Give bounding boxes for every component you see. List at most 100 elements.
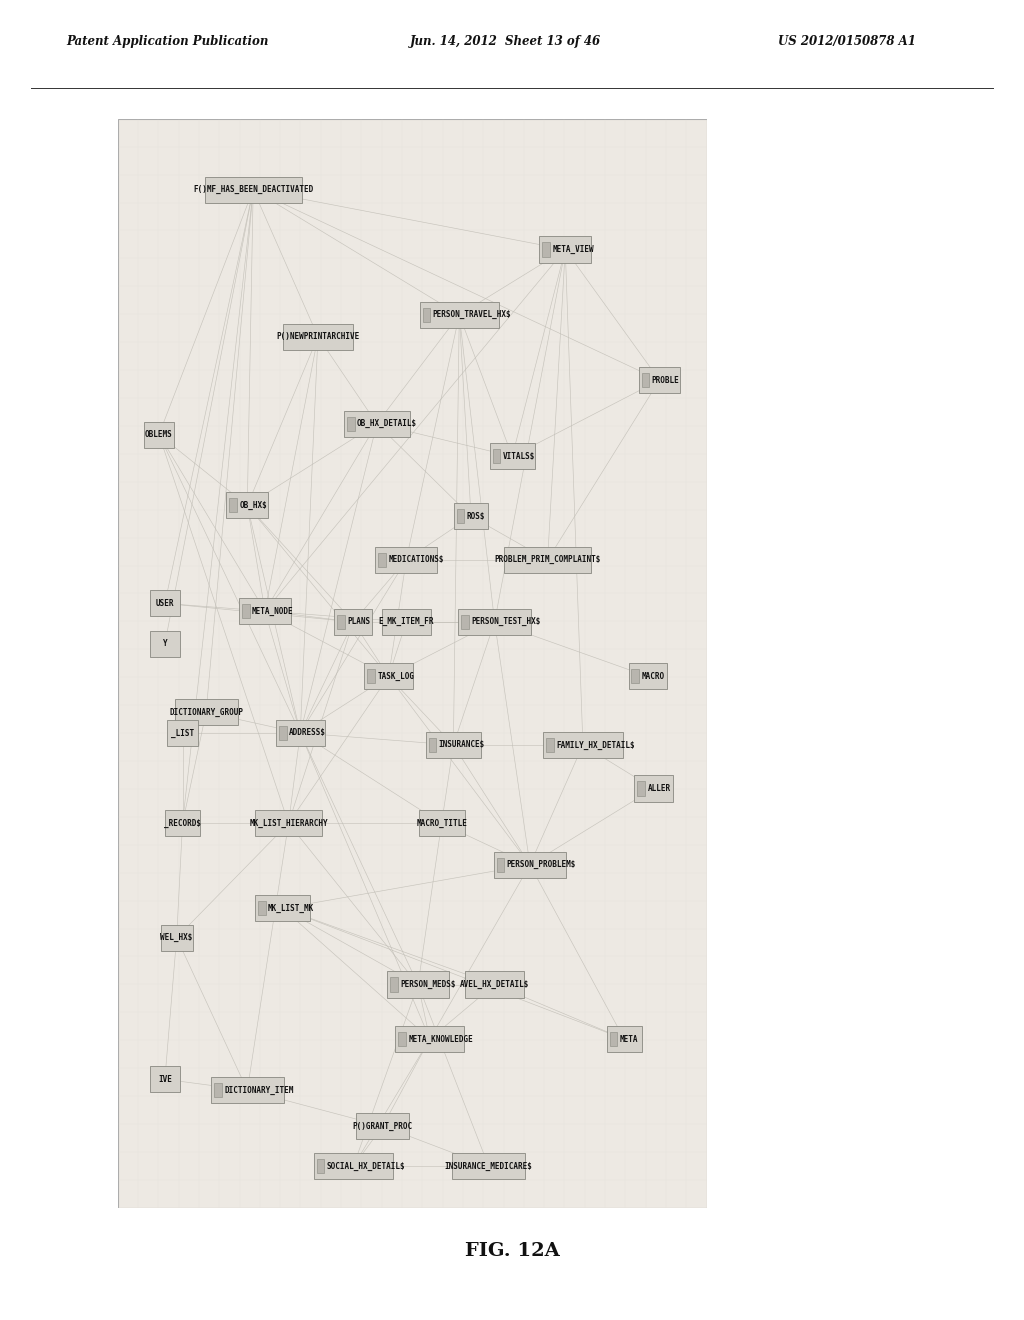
Text: DICTIONARY_ITEM: DICTIONARY_ITEM: [224, 1085, 294, 1094]
FancyBboxPatch shape: [283, 323, 353, 350]
Text: OBLEMS: OBLEMS: [145, 430, 173, 440]
FancyBboxPatch shape: [118, 119, 707, 1208]
Text: WEL_HX$: WEL_HX$: [161, 933, 193, 942]
FancyBboxPatch shape: [489, 444, 535, 470]
FancyBboxPatch shape: [419, 810, 465, 837]
FancyBboxPatch shape: [313, 1154, 393, 1180]
Text: IVE: IVE: [158, 1074, 172, 1084]
FancyBboxPatch shape: [609, 1032, 617, 1045]
FancyBboxPatch shape: [279, 726, 287, 741]
FancyBboxPatch shape: [632, 669, 639, 684]
FancyBboxPatch shape: [642, 374, 649, 387]
FancyBboxPatch shape: [368, 669, 375, 684]
FancyBboxPatch shape: [205, 177, 302, 203]
Text: _RECORD$: _RECORD$: [164, 818, 201, 828]
FancyBboxPatch shape: [167, 719, 198, 746]
Text: SOCIAL_HX_DETAIL$: SOCIAL_HX_DETAIL$: [327, 1162, 406, 1171]
FancyBboxPatch shape: [387, 972, 450, 998]
FancyBboxPatch shape: [398, 1032, 406, 1045]
Text: DICTIONARY_GROUP: DICTIONARY_GROUP: [169, 708, 243, 717]
Text: META_KNOWLEDGE: META_KNOWLEDGE: [409, 1035, 473, 1044]
FancyBboxPatch shape: [334, 609, 373, 635]
FancyBboxPatch shape: [606, 1026, 642, 1052]
FancyBboxPatch shape: [629, 664, 667, 689]
FancyBboxPatch shape: [316, 1159, 325, 1173]
FancyBboxPatch shape: [165, 810, 201, 837]
Text: PERSON_PROBLEM$: PERSON_PROBLEM$: [507, 861, 577, 870]
FancyBboxPatch shape: [637, 781, 645, 796]
FancyBboxPatch shape: [390, 978, 397, 991]
Text: META: META: [620, 1035, 638, 1044]
FancyBboxPatch shape: [639, 367, 680, 393]
FancyBboxPatch shape: [544, 731, 623, 758]
Text: P()GRANT_PROC: P()GRANT_PROC: [352, 1122, 413, 1131]
Text: Jun. 14, 2012  Sheet 13 of 46: Jun. 14, 2012 Sheet 13 of 46: [410, 36, 601, 49]
Text: ROS$: ROS$: [467, 512, 485, 521]
FancyBboxPatch shape: [255, 810, 322, 837]
FancyBboxPatch shape: [337, 615, 345, 630]
FancyBboxPatch shape: [378, 553, 386, 566]
Text: PLANS: PLANS: [347, 618, 371, 627]
Text: USER: USER: [156, 599, 174, 609]
FancyBboxPatch shape: [493, 449, 501, 463]
FancyBboxPatch shape: [457, 510, 464, 523]
Text: INSURANCE$: INSURANCE$: [438, 741, 485, 750]
FancyBboxPatch shape: [150, 1067, 180, 1093]
FancyBboxPatch shape: [239, 598, 291, 624]
Text: Y: Y: [163, 639, 167, 648]
Text: MACRO_TITLE: MACRO_TITLE: [416, 818, 467, 828]
FancyBboxPatch shape: [635, 775, 673, 801]
Text: _LIST: _LIST: [171, 729, 195, 738]
FancyBboxPatch shape: [150, 631, 180, 657]
FancyBboxPatch shape: [454, 503, 488, 529]
Text: TASK_LOG: TASK_LOG: [377, 672, 415, 681]
Text: ALLER: ALLER: [647, 784, 671, 793]
Text: E_MK_ITEM_FR: E_MK_ITEM_FR: [379, 618, 434, 627]
Text: PERSON_MEDS$: PERSON_MEDS$: [400, 979, 456, 989]
Text: US 2012/0150878 A1: US 2012/0150878 A1: [778, 36, 916, 49]
FancyBboxPatch shape: [150, 590, 180, 616]
FancyBboxPatch shape: [540, 236, 591, 263]
Text: MEDICATIONS$: MEDICATIONS$: [388, 556, 443, 565]
FancyBboxPatch shape: [258, 902, 265, 915]
FancyBboxPatch shape: [375, 546, 437, 573]
Text: MK_LIST_HIERARCHY: MK_LIST_HIERARCHY: [249, 818, 328, 828]
FancyBboxPatch shape: [211, 1077, 284, 1104]
FancyBboxPatch shape: [242, 605, 250, 618]
Text: FIG. 12A: FIG. 12A: [465, 1242, 559, 1259]
Text: FAMILY_HX_DETAIL$: FAMILY_HX_DETAIL$: [556, 741, 635, 750]
Text: Patent Application Publication: Patent Application Publication: [67, 36, 269, 49]
FancyBboxPatch shape: [214, 1084, 221, 1097]
FancyBboxPatch shape: [344, 411, 410, 437]
Text: PERSON_TEST_HX$: PERSON_TEST_HX$: [471, 618, 541, 627]
Text: VITALS$: VITALS$: [503, 451, 535, 461]
Text: AVEL_HX_DETAIL$: AVEL_HX_DETAIL$: [460, 979, 529, 989]
Text: OB_HX_DETAIL$: OB_HX_DETAIL$: [357, 420, 417, 428]
Text: INSURANCE_MEDICARE$: INSURANCE_MEDICARE$: [444, 1162, 532, 1171]
Text: OB_HX$: OB_HX$: [240, 500, 267, 510]
FancyBboxPatch shape: [465, 972, 524, 998]
FancyBboxPatch shape: [497, 858, 504, 871]
FancyBboxPatch shape: [356, 1113, 409, 1139]
Text: P()NEWPRINTARCHIVE: P()NEWPRINTARCHIVE: [276, 333, 359, 341]
Text: PROBLE: PROBLE: [651, 376, 679, 384]
FancyBboxPatch shape: [276, 719, 325, 746]
FancyBboxPatch shape: [426, 731, 481, 758]
Text: MK_LIST_MK: MK_LIST_MK: [268, 904, 314, 913]
FancyBboxPatch shape: [226, 492, 268, 519]
FancyBboxPatch shape: [462, 615, 469, 630]
FancyBboxPatch shape: [546, 738, 554, 752]
FancyBboxPatch shape: [255, 895, 310, 921]
FancyBboxPatch shape: [423, 308, 430, 322]
FancyBboxPatch shape: [143, 421, 174, 447]
FancyBboxPatch shape: [175, 700, 238, 726]
Text: F()MF_HAS_BEEN_DEACTIVATED: F()MF_HAS_BEEN_DEACTIVATED: [194, 185, 313, 194]
FancyBboxPatch shape: [229, 499, 237, 512]
FancyBboxPatch shape: [429, 738, 436, 752]
FancyBboxPatch shape: [161, 925, 193, 950]
FancyBboxPatch shape: [365, 664, 413, 689]
FancyBboxPatch shape: [543, 243, 550, 256]
FancyBboxPatch shape: [420, 302, 499, 327]
FancyBboxPatch shape: [453, 1154, 525, 1180]
FancyBboxPatch shape: [395, 1026, 464, 1052]
